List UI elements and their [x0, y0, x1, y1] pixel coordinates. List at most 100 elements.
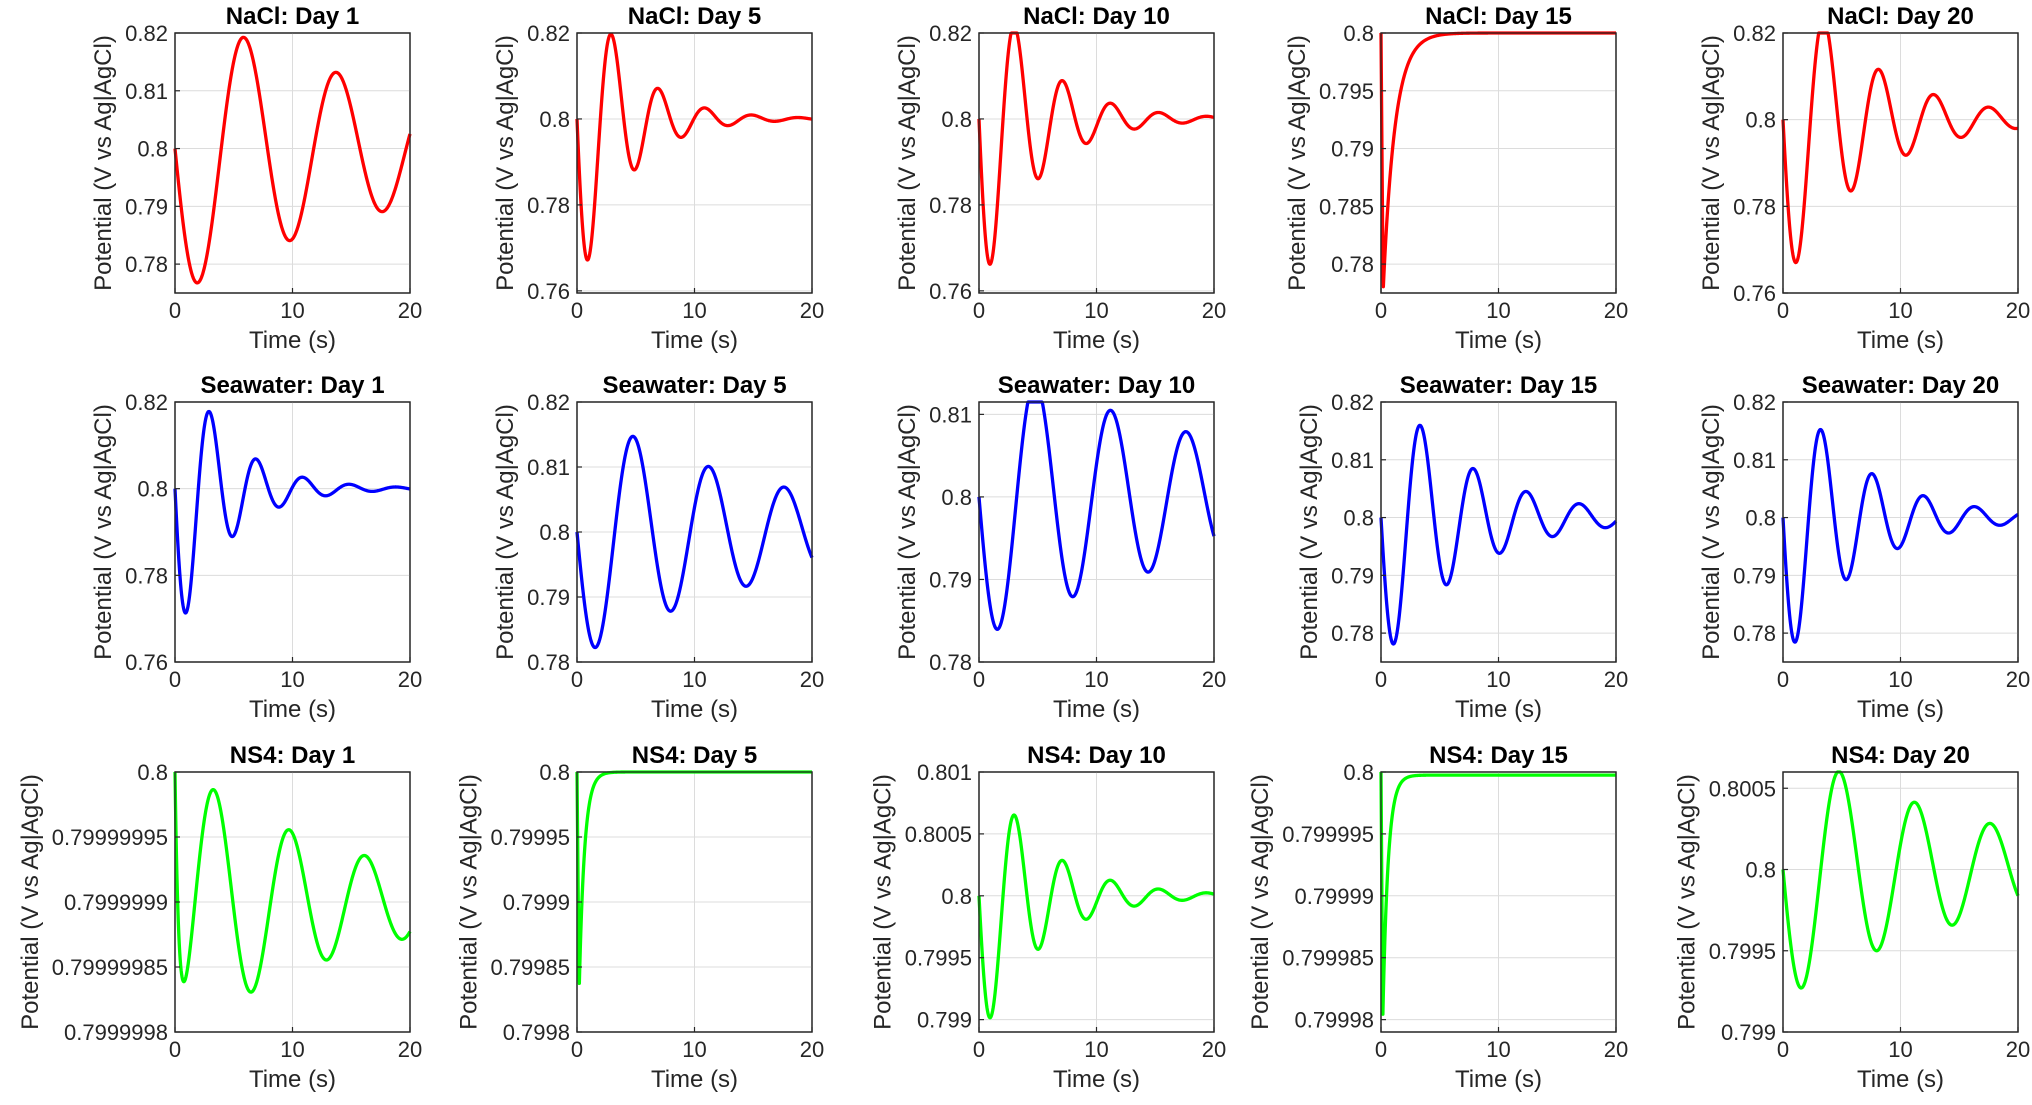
- x-axis-label: Time (s): [249, 1066, 336, 1093]
- x-tick-label: 0: [169, 298, 181, 323]
- y-tick-label: 0.81: [929, 402, 972, 427]
- subplot-title: Seawater: Day 15: [1400, 372, 1597, 399]
- subplot-nacl-day-1: 0 10 20 0.78 0.79 0.8 0.81 0.82 NaCl: Day 1 Time …: [90, 3, 422, 354]
- x-axis-label: Time (s): [651, 327, 738, 354]
- y-tick-label: 0.785: [1319, 194, 1374, 219]
- x-tick-label: 0: [1777, 667, 1789, 692]
- series-line: [575, 434, 814, 650]
- x-axis-label: Time (s): [1455, 327, 1542, 354]
- y-tick-label: 0.8: [539, 760, 570, 785]
- y-axis-label: Potential (V vs Ag|AgCl): [1698, 404, 1725, 660]
- subplot-ns4-day-5: 0 10 20 0.7998 0.79985 0.7999 0.79995 0.8 NS4: D…: [455, 742, 824, 1093]
- x-tick-label: 20: [2006, 667, 2030, 692]
- y-tick-label: 0.79: [1331, 563, 1374, 588]
- series-line: [1379, 423, 1618, 646]
- x-axis-label: Time (s): [1455, 1066, 1542, 1093]
- x-tick-label: 10: [1486, 1037, 1510, 1062]
- y-tick-label: 0.8: [1745, 108, 1776, 133]
- y-tick-label: 0.7995: [905, 946, 972, 971]
- y-tick-label: 0.8: [137, 760, 168, 785]
- y-tick-label: 0.78: [125, 563, 168, 588]
- subplot-title: NaCl: Day 5: [628, 3, 761, 30]
- y-tick-label: 0.78: [1733, 194, 1776, 219]
- subplot-nacl-day-5: 0 10 20 0.76 0.78 0.8 0.82 NaCl: Day 5 Time (s) P…: [492, 3, 824, 354]
- y-axis-label: Potential (V vs Ag|AgCl): [1296, 404, 1323, 660]
- subplot-title: Seawater: Day 10: [998, 372, 1195, 399]
- x-tick-label: 10: [280, 298, 304, 323]
- y-axis-label: Potential (V vs Ag|AgCl): [492, 35, 519, 291]
- subplot-seawater-day-15: 0 10 20 0.78 0.79 0.8 0.81 0.82 Seawater: Day 15…: [1296, 372, 1628, 723]
- y-tick-label: 0.8: [1343, 506, 1374, 531]
- subplot-nacl-day-15: 0 10 20 0.78 0.785 0.79 0.795 0.8 NaCl: Day 15 Ti…: [1284, 3, 1628, 354]
- series-line: [1379, 771, 1618, 1016]
- x-axis-label: Time (s): [651, 1066, 738, 1093]
- x-tick-label: 0: [169, 667, 181, 692]
- y-tick-label: 0.81: [1331, 448, 1374, 473]
- series-line: [173, 771, 412, 994]
- subplot-ns4-day-10: 0 10 20 0.799 0.7995 0.8 0.8005 0.801 NS4: Day 1…: [870, 742, 1227, 1093]
- y-tick-label: 0.8: [941, 485, 972, 510]
- x-tick-label: 20: [1604, 667, 1628, 692]
- x-tick-label: 10: [280, 1037, 304, 1062]
- x-tick-label: 10: [682, 667, 706, 692]
- y-tick-label: 0.82: [527, 390, 570, 415]
- x-axis-label: Time (s): [1053, 1066, 1140, 1093]
- y-tick-label: 0.78: [527, 650, 570, 675]
- y-tick-label: 0.8: [1745, 506, 1776, 531]
- x-tick-label: 10: [1486, 298, 1510, 323]
- y-axis-label: Potential (V vs Ag|AgCl): [894, 404, 921, 660]
- x-tick-label: 0: [571, 1037, 583, 1062]
- y-tick-label: 0.79999985: [52, 955, 168, 980]
- subplot-title: NS4: Day 5: [632, 742, 757, 769]
- x-tick-label: 0: [1777, 298, 1789, 323]
- y-tick-label: 0.76: [1733, 281, 1776, 306]
- x-axis-label: Time (s): [249, 696, 336, 723]
- x-tick-label: 0: [169, 1037, 181, 1062]
- x-tick-label: 10: [682, 298, 706, 323]
- y-axis-label: Potential (V vs Ag|AgCl): [90, 404, 117, 660]
- y-tick-label: 0.8: [1343, 21, 1374, 46]
- x-tick-label: 20: [1604, 1037, 1628, 1062]
- subplot-seawater-day-5: 0 10 20 0.78 0.79 0.8 0.81 0.82 Seawater: Day 5 T…: [492, 372, 824, 723]
- x-tick-label: 10: [1888, 1037, 1912, 1062]
- x-tick-label: 20: [2006, 1037, 2030, 1062]
- y-tick-label: 0.7999: [503, 890, 570, 915]
- y-tick-label: 0.79985: [490, 955, 570, 980]
- x-tick-label: 10: [1888, 298, 1912, 323]
- y-tick-label: 0.81: [125, 79, 168, 104]
- y-axis-label: Potential (V vs Ag|AgCl): [492, 404, 519, 660]
- y-tick-label: 0.82: [1331, 390, 1374, 415]
- x-axis-label: Time (s): [1857, 1066, 1944, 1093]
- x-tick-label: 20: [398, 1037, 422, 1062]
- y-axis-label: Potential (V vs Ag|AgCl): [17, 774, 44, 1030]
- x-tick-label: 0: [1375, 298, 1387, 323]
- series-line: [173, 35, 412, 285]
- y-tick-label: 0.81: [1733, 448, 1776, 473]
- x-tick-label: 10: [1084, 1037, 1108, 1062]
- y-tick-label: 0.801: [917, 760, 972, 785]
- y-tick-label: 0.799: [917, 1008, 972, 1033]
- series-line: [173, 409, 412, 615]
- y-tick-label: 0.78: [125, 252, 168, 277]
- x-tick-label: 0: [571, 298, 583, 323]
- y-tick-label: 0.82: [125, 390, 168, 415]
- y-tick-label: 0.8: [539, 520, 570, 545]
- series-line: [575, 32, 814, 262]
- y-tick-label: 0.799: [1721, 1020, 1776, 1045]
- x-tick-label: 0: [973, 1037, 985, 1062]
- y-tick-label: 0.79: [125, 194, 168, 219]
- y-tick-label: 0.78: [1733, 621, 1776, 646]
- y-tick-label: 0.78: [1331, 252, 1374, 277]
- subplot-nacl-day-20: 0 10 20 0.76 0.78 0.8 0.82 NaCl: Day 20 Time (s)…: [1698, 3, 2030, 354]
- subplot-title: NaCl: Day 10: [1023, 3, 1170, 30]
- y-tick-label: 0.76: [527, 279, 570, 304]
- x-axis-label: Time (s): [1857, 696, 1944, 723]
- x-axis-label: Time (s): [651, 696, 738, 723]
- y-tick-label: 0.79: [1331, 137, 1374, 162]
- subplot-title: Seawater: Day 20: [1802, 372, 1999, 399]
- y-tick-label: 0.8: [539, 107, 570, 132]
- y-tick-label: 0.7998: [503, 1020, 570, 1045]
- y-tick-label: 0.79999995: [52, 825, 168, 850]
- y-tick-label: 0.8005: [905, 822, 972, 847]
